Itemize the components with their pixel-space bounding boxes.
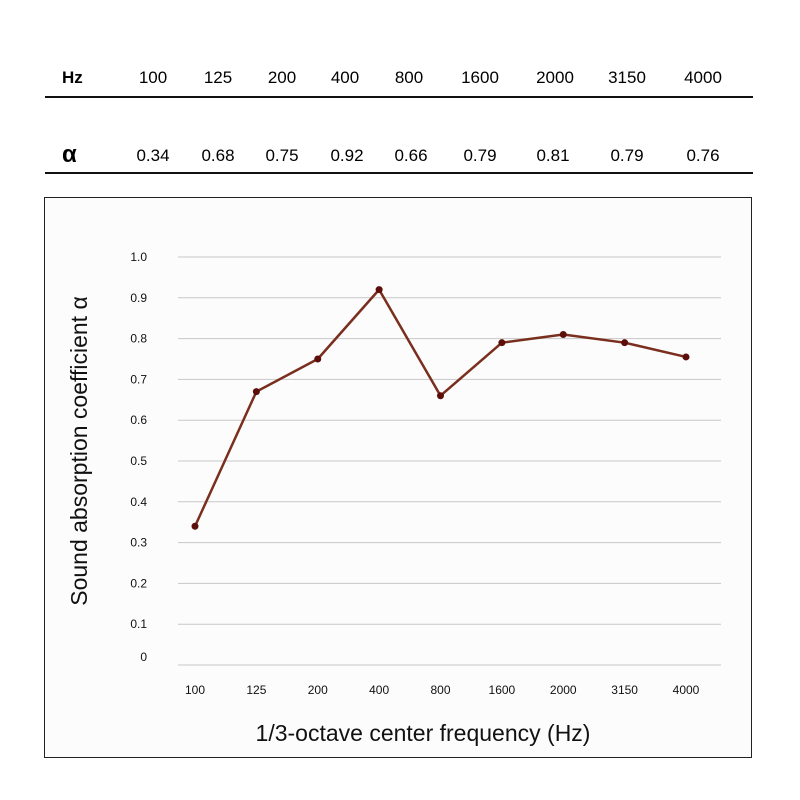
x-tick-label: 125 [246,683,266,697]
x-tick-label: 100 [185,683,205,697]
x-tick-label: 200 [308,683,328,697]
data-point [437,392,444,400]
data-point [314,355,322,363]
y-tick-label: 1.0 [130,250,147,264]
line-chart: 0 0.1 0.2 0.3 0.4 0.5 0.6 0.7 0.8 0.9 1.0 100 125 20… [66,250,721,746]
y-tick-label: 0.6 [130,413,147,427]
data-point [559,331,567,339]
frequency-cell: 800 [394,68,424,87]
chart-panel: 0 0.1 0.2 0.3 0.4 0.5 0.6 0.7 0.8 0.9 1.0 100 125 20… [44,197,752,758]
y-tick-label: 0.9 [130,291,147,305]
alpha-cell: 0.34 [136,146,170,165]
series [191,286,690,530]
y-tick-label: 0.2 [130,576,147,590]
y-tick-label: 0.4 [130,495,147,509]
x-tick-label: 800 [430,683,450,697]
alpha-cell: 0.66 [394,146,428,165]
alpha-cell: 0.79 [610,146,644,165]
y-tick-label: 0.3 [130,536,147,550]
frequency-cell: 100 [138,68,168,87]
table-rule [45,172,753,174]
x-axis-title: 1/3-octave center frequency (Hz) [256,720,591,746]
y-tick-label: 0.1 [130,617,147,631]
frequency-cell: 1600 [461,68,499,87]
data-point [191,522,199,530]
gridlines [178,256,721,666]
data-point [621,339,629,347]
table-rule [45,96,753,98]
y-axis-ticks: 0 0.1 0.2 0.3 0.4 0.5 0.6 0.7 0.8 0.9 1.0 [130,250,147,664]
data-point [375,286,383,294]
alpha-cell: 0.68 [201,146,235,165]
alpha-cell: 0.76 [686,146,720,165]
alpha-cell: 0.75 [265,146,299,165]
x-tick-label: 1600 [489,683,516,697]
data-point [682,353,690,361]
alpha-cell: 0.79 [463,146,497,165]
series-line [193,288,687,527]
y-tick-label: 0.7 [130,372,147,386]
y-axis-title: Sound absorption coefficient α [66,296,92,606]
frequency-cell: 4000 [684,68,722,87]
frequency-cell: 200 [267,68,297,87]
alpha-header: α [62,141,77,168]
frequency-cell: 2000 [536,68,574,87]
alpha-cell: 0.92 [330,146,364,165]
frequency-cell: 3150 [608,68,646,87]
y-tick-label: 0.8 [130,332,147,346]
x-tick-label: 4000 [673,683,700,697]
x-axis-ticks: 100 125 200 400 800 1600 2000 3150 4000 [185,683,700,697]
data-point [252,388,260,396]
data-point [498,339,506,347]
y-tick-label: 0.5 [130,454,147,468]
frequency-row: Hz 100 125 200 400 800 1600 2000 3150 40… [45,68,753,92]
x-tick-label: 2000 [550,683,577,697]
frequency-cell: 125 [203,68,233,87]
y-tick-label: 0 [140,650,147,664]
x-tick-label: 400 [369,683,389,697]
x-tick-label: 3150 [611,683,638,697]
frequency-header: Hz [62,68,83,87]
alpha-row: α 0.34 0.68 0.75 0.92 0.66 0.79 0.81 0.7… [45,141,753,170]
frequency-cell: 400 [330,68,360,87]
alpha-cell: 0.81 [536,146,570,165]
